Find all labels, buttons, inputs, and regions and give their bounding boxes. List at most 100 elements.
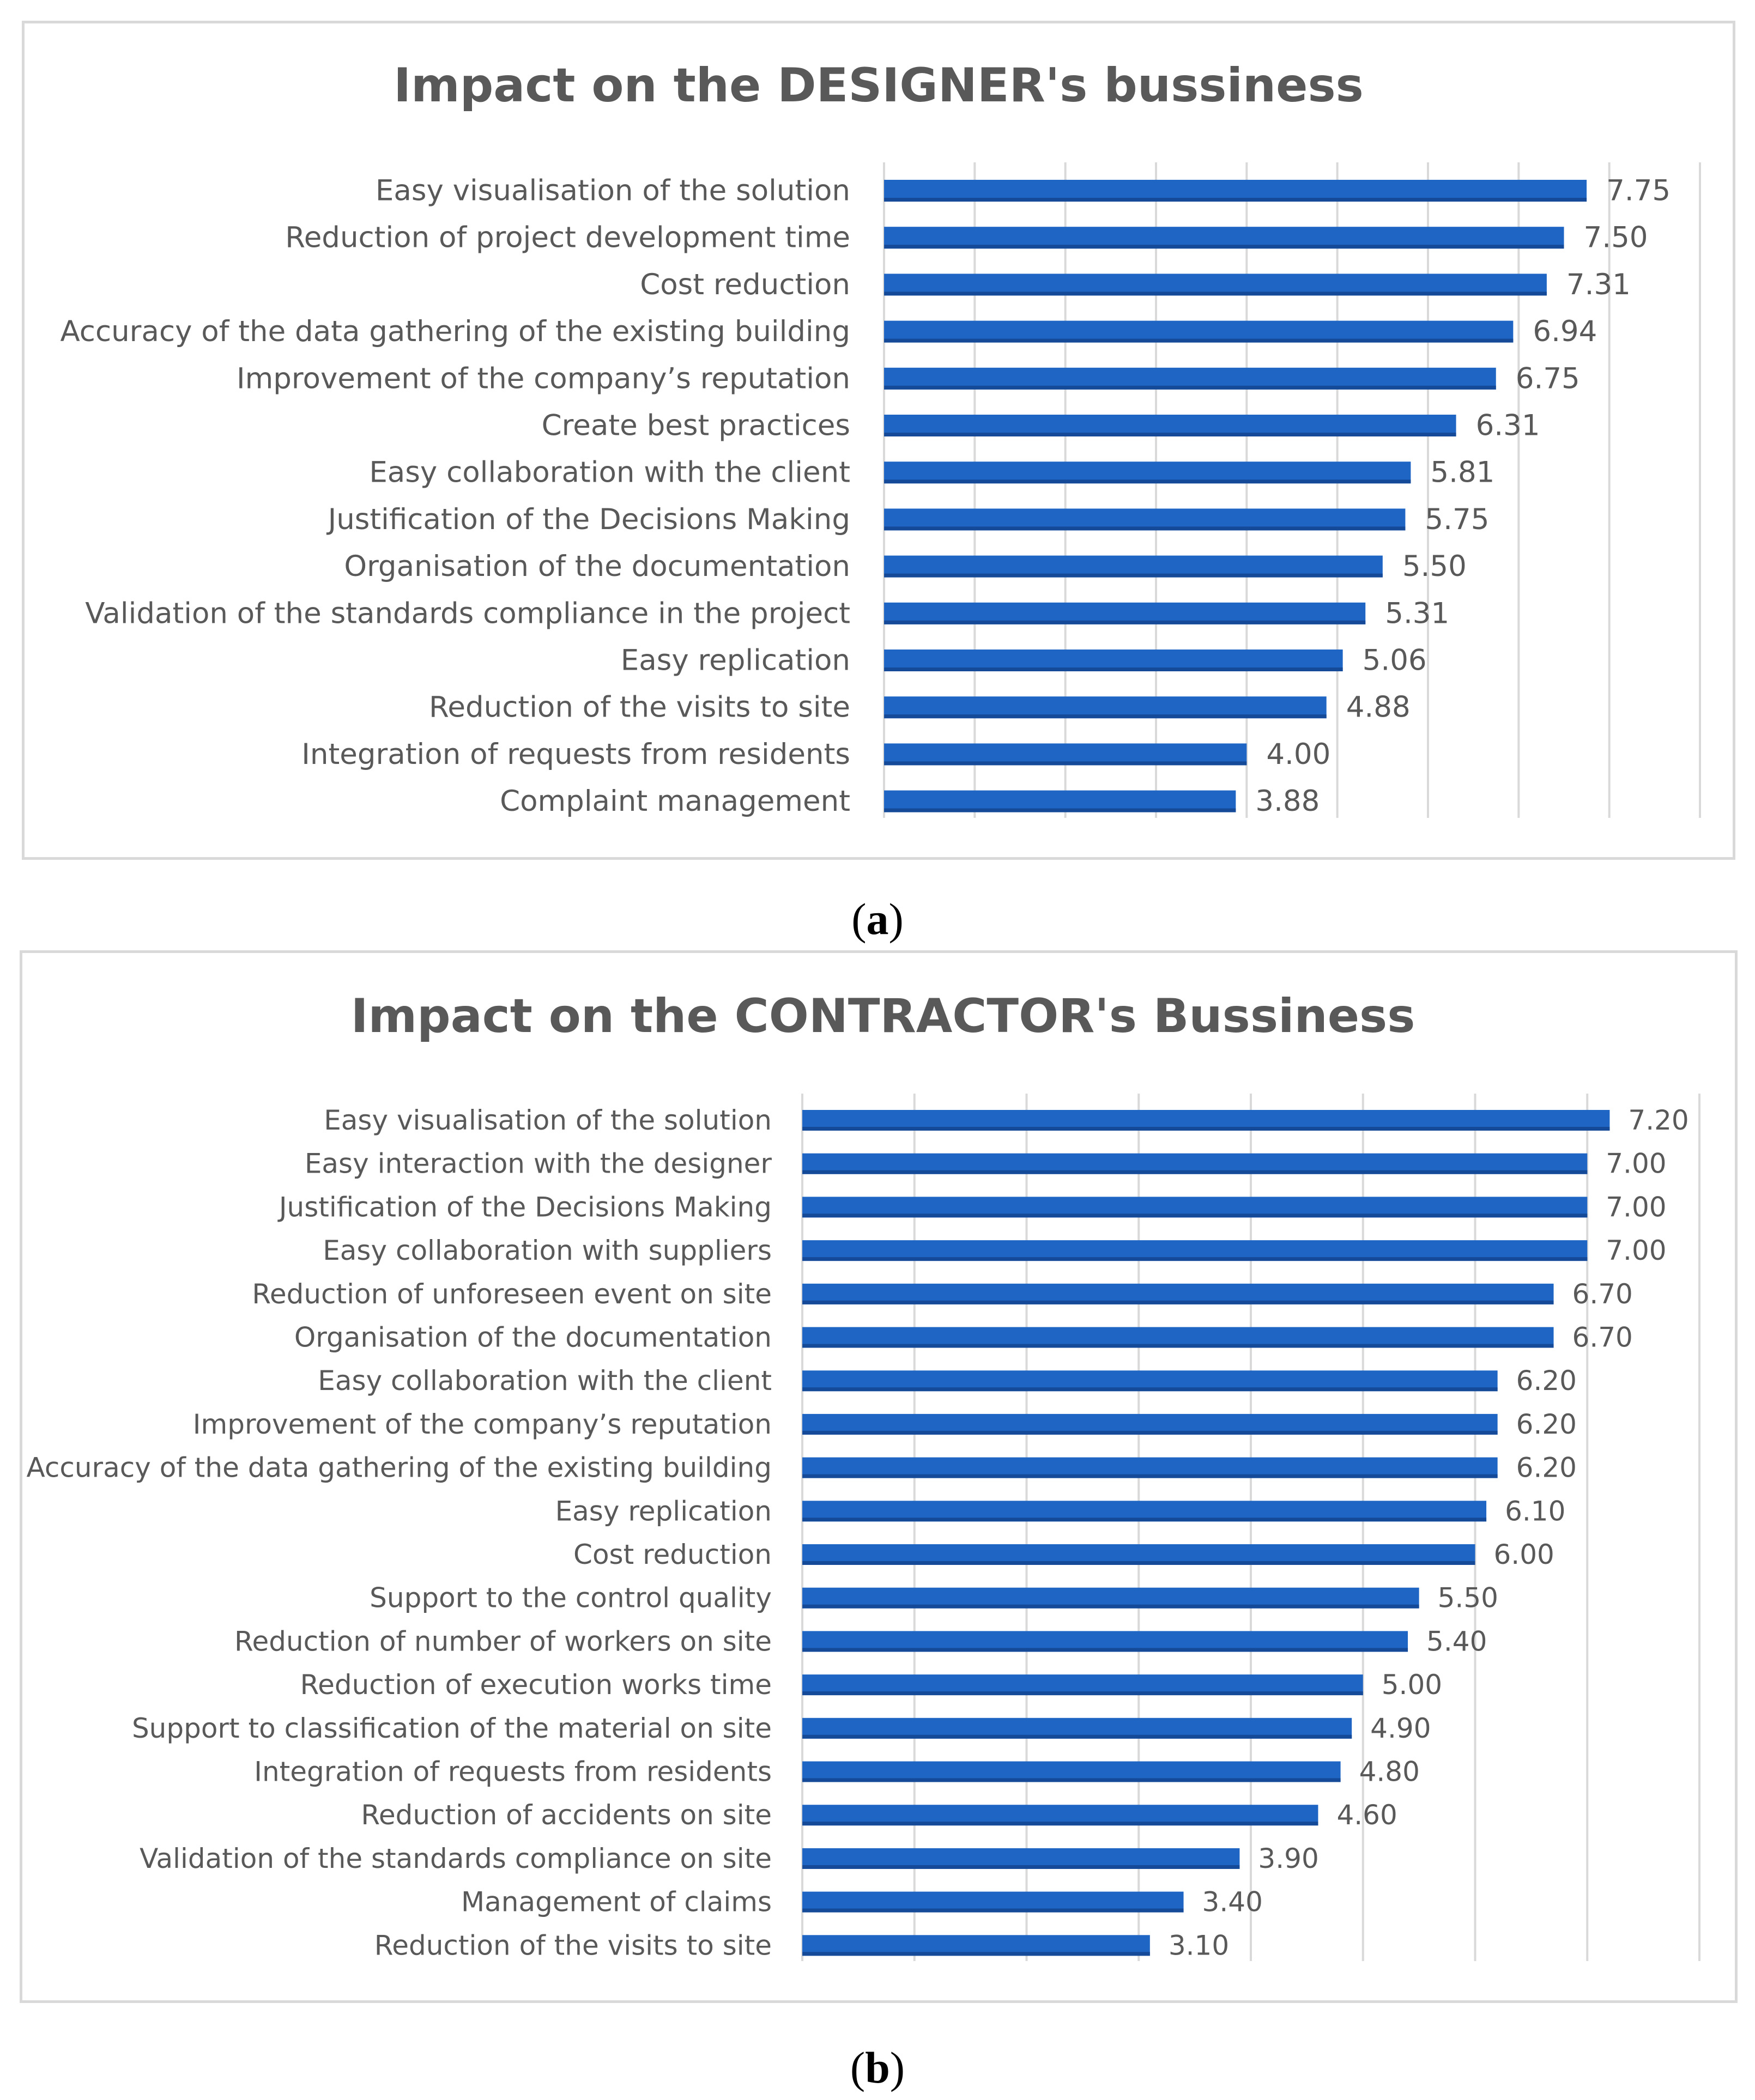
contractor-category-label: Organisation of the documentation [294, 1322, 772, 1354]
designer-bar-shade [884, 667, 1343, 671]
designer-category-label: Reduction of the visits to site [429, 691, 850, 724]
contractor-value-label: 5.00 [1382, 1669, 1442, 1701]
designer-category-label: Accuracy of the data gathering of the ex… [60, 315, 850, 348]
caption-a: (a) [851, 894, 904, 944]
contractor-value-label: 6.20 [1516, 1452, 1577, 1484]
contractor-chart: Impact on the CONTRACTOR's Bussiness Eas… [27, 989, 1700, 1961]
designer-chart-panel: Impact on the DESIGNER's bussiness Easy … [22, 21, 1735, 860]
contractor-value-label: 6.10 [1505, 1495, 1565, 1527]
contractor-gridlines [801, 1094, 1700, 1961]
designer-bar-shade [884, 198, 1587, 202]
designer-bar-shade [884, 338, 1514, 343]
designer-category-label: Cost reduction [640, 268, 850, 301]
contractor-bar-shade [802, 1952, 1150, 1956]
designer-value-label: 5.75 [1425, 503, 1489, 536]
contractor-category-label: Easy visualisation of the solution [324, 1104, 772, 1136]
contractor-category-label: Easy collaboration with the client [318, 1365, 772, 1397]
designer-value-label: 7.50 [1584, 221, 1648, 254]
designer-value-label: 4.00 [1266, 738, 1330, 771]
contractor-bar-shade [802, 1257, 1588, 1261]
contractor-category-label: Reduction of number of workers on site [234, 1625, 772, 1657]
contractor-value-label: 3.40 [1202, 1886, 1263, 1918]
contractor-bar-shade [802, 1518, 1487, 1522]
contractor-category-label: Validation of the standards compliance o… [140, 1843, 772, 1874]
contractor-category-label: Easy replication [555, 1495, 772, 1527]
designer-bar-shade [884, 526, 1406, 531]
designer-bar-shade [884, 761, 1247, 766]
contractor-value-label: 4.90 [1370, 1713, 1431, 1744]
contractor-bar-shade [802, 1127, 1610, 1131]
contractor-value-label: 7.20 [1628, 1104, 1689, 1136]
designer-value-label: 5.50 [1402, 550, 1467, 583]
contractor-category-label: Support to the control quality [370, 1582, 772, 1614]
designer-category-label: Complaint management [500, 785, 850, 818]
designer-value-label: 4.88 [1346, 691, 1411, 724]
contractor-value-label: 6.20 [1516, 1365, 1577, 1397]
designer-category-label: Easy replication [621, 644, 850, 677]
contractor-category-label: Easy interaction with the designer [305, 1148, 772, 1180]
designer-gridlines [883, 162, 1701, 818]
designer-value-label: 7.75 [1606, 174, 1671, 208]
contractor-category-label: Justification of the Decisions Making [277, 1191, 772, 1223]
contractor-category-label: Support to classification of the materia… [132, 1713, 772, 1744]
contractor-bar-shade [802, 1648, 1408, 1652]
caption-a-letter: a [866, 894, 889, 944]
designer-value-label: 5.81 [1430, 456, 1494, 489]
contractor-bar-shade [802, 1474, 1498, 1478]
designer-bar-shade [884, 385, 1496, 390]
caption-b-letter: b [865, 2043, 890, 2092]
contractor-bar-shade [802, 1300, 1554, 1304]
contractor-bar-shade [802, 1387, 1498, 1392]
designer-category-label: Integration of requests from residents [301, 738, 850, 771]
contractor-bar-shade [802, 1604, 1419, 1609]
designer-bar-shade [884, 292, 1547, 296]
contractor-value-label: 6.00 [1494, 1539, 1554, 1570]
designer-bar-shade [884, 573, 1383, 578]
contractor-bar-shade [802, 1908, 1184, 1913]
designer-value-label: 7.31 [1566, 268, 1631, 301]
contractor-value-label: 7.00 [1606, 1148, 1666, 1180]
contractor-category-label: Easy collaboration with suppliers [323, 1235, 772, 1266]
designer-bar-shade [884, 433, 1456, 436]
contractor-bar-shade [802, 1734, 1352, 1739]
designer-category-label: Easy visualisation of the solution [376, 174, 850, 208]
contractor-category-label: Reduction of accidents on site [361, 1799, 772, 1831]
contractor-bar-shade [802, 1822, 1318, 1826]
contractor-value-label: 4.60 [1336, 1799, 1397, 1831]
contractor-value-label: 3.10 [1169, 1929, 1229, 1961]
contractor-category-label: Improvement of the company’s reputation [193, 1409, 772, 1440]
contractor-value-label: 6.70 [1572, 1278, 1633, 1310]
contractor-bar-shade [802, 1865, 1240, 1869]
contractor-bar-shade [802, 1778, 1341, 1782]
designer-bar-shade [884, 620, 1366, 624]
designer-category-label: Organisation of the documentation [344, 550, 850, 583]
designer-category-label: Reduction of project development time [285, 221, 850, 254]
designer-chart-title: Impact on the DESIGNER's bussiness [394, 58, 1364, 113]
contractor-category-label: Cost reduction [573, 1539, 772, 1570]
contractor-category-label: Accuracy of the data gathering of the ex… [27, 1452, 772, 1484]
designer-category-label: Improvement of the company’s reputation [237, 362, 850, 395]
contractor-value-label: 5.40 [1426, 1625, 1487, 1657]
designer-category-label: Easy collaboration with the client [369, 456, 850, 489]
designer-bar-shade [884, 245, 1564, 249]
contractor-category-label: Reduction of unforeseen event on site [252, 1278, 772, 1310]
contractor-bar-shade [802, 1691, 1363, 1696]
designer-bar-shade [884, 808, 1236, 812]
contractor-value-label: 3.90 [1258, 1843, 1318, 1874]
contractor-bar-shade [802, 1213, 1588, 1218]
designer-category-label: Create best practices [542, 409, 850, 442]
contractor-value-label: 6.70 [1572, 1322, 1633, 1354]
designer-value-label: 6.94 [1533, 315, 1597, 348]
contractor-category-label: Integration of requests from residents [254, 1756, 772, 1788]
contractor-bar-shade [802, 1170, 1588, 1174]
designer-value-label: 3.88 [1255, 785, 1320, 818]
contractor-category-label: Management of claims [461, 1886, 772, 1918]
contractor-bar-shade [802, 1561, 1475, 1565]
designer-bars: Easy visualisation of the solution 7.75 Re… [60, 174, 1671, 818]
contractor-category-label: Reduction of execution works time [300, 1669, 772, 1701]
contractor-chart-panel: Impact on the CONTRACTOR's Bussiness Eas… [20, 950, 1738, 2003]
contractor-value-label: 7.00 [1606, 1235, 1666, 1266]
contractor-value-label: 5.50 [1438, 1582, 1498, 1614]
contractor-value-label: 4.80 [1359, 1756, 1420, 1788]
designer-value-label: 6.75 [1516, 362, 1580, 395]
